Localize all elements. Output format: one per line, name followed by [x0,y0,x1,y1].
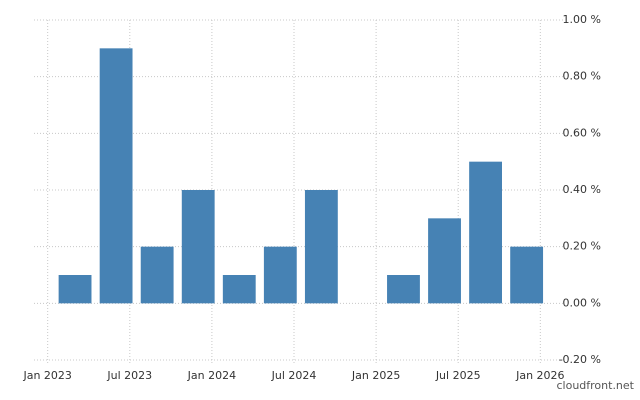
bar [428,218,461,304]
y-tick-label: 0.40 % [563,183,601,196]
bar [387,275,420,304]
bar [263,246,297,304]
x-tick-label: Jan 2023 [22,369,71,382]
watermark: cloudfront.net [556,379,634,392]
x-tick-label: Jul 2024 [271,369,317,382]
bar [58,275,92,304]
bar [510,246,544,304]
x-tick-label: Jan 2024 [187,369,236,382]
y-tick-label: -0.20 % [559,353,601,366]
y-tick-label: 0.60 % [563,126,601,139]
bar [304,190,338,304]
y-tick-label: 0.80 % [563,70,601,83]
bar [140,246,174,304]
x-tick-label: Jan 2025 [351,369,400,382]
x-tick-label: Jul 2025 [435,369,481,382]
x-tick-label: Jul 2023 [106,369,152,382]
x-tick-label: Jan 2026 [515,369,564,382]
bar [469,161,502,304]
bar [222,275,256,304]
bar [99,48,133,304]
y-tick-label: 0.20 % [563,240,601,253]
bar [181,190,215,304]
y-tick-label: 1.00 % [563,13,601,26]
y-tick-label: 0.00 % [563,296,601,309]
